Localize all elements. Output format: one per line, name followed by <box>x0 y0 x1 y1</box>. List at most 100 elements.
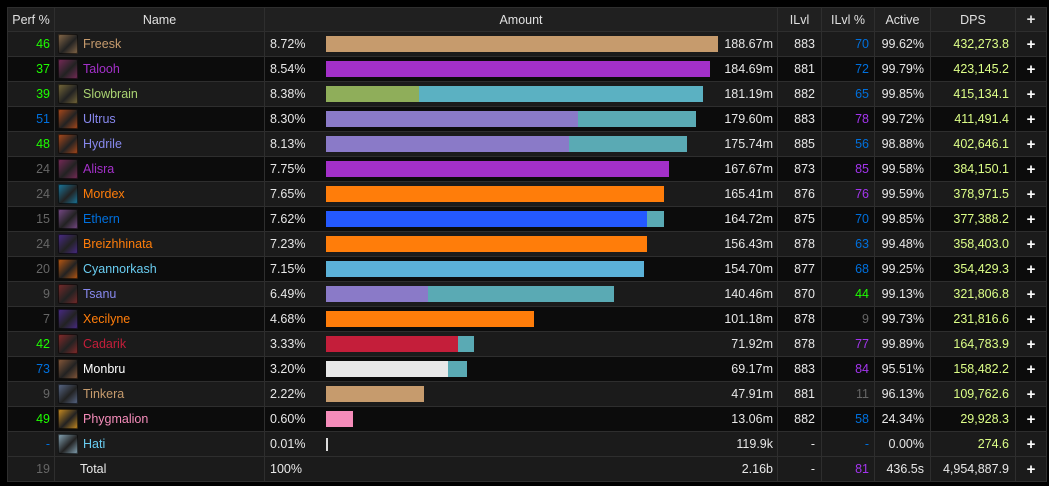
amount-cell: 6.49% 140.46m <box>265 282 778 307</box>
player-name[interactable]: Phygmalion <box>83 412 149 426</box>
bar-segment <box>428 286 614 302</box>
amount-percent: 7.62% <box>270 212 306 226</box>
table-row[interactable]: - Hati 0.01% 119.9k - -0.00% 274.6 + <box>7 432 1047 457</box>
table-row[interactable]: 42 Cadarik 3.33% 71.92m 878 77 99.89% 164,783.9… <box>7 332 1047 357</box>
table-row[interactable]: 51 Ultrus 8.30% 179.60m 883 78 99.72% 411,491.4… <box>7 107 1047 132</box>
expand-row-button[interactable]: + <box>1016 357 1047 382</box>
warlock-icon <box>58 284 78 304</box>
player-name[interactable]: Slowbrain <box>83 87 138 101</box>
amount-cell: 2.22% 47.91m <box>265 382 778 407</box>
table-row[interactable]: 15 Ethern 7.62% 164.72m 875 70 99.85% 377,388.2… <box>7 207 1047 232</box>
name-cell[interactable]: Hydrile <box>55 132 265 157</box>
name-cell[interactable]: Ethern <box>55 207 265 232</box>
col-amount-header[interactable]: Amount <box>265 7 778 32</box>
name-cell[interactable]: Tinkera <box>55 382 265 407</box>
expand-row-button[interactable]: + <box>1016 432 1047 457</box>
perf-cell: 15 <box>7 207 55 232</box>
bar-tick <box>326 438 328 451</box>
name-cell[interactable]: Slowbrain <box>55 82 265 107</box>
player-name[interactable]: Hati <box>83 437 106 451</box>
table-row[interactable]: 48 Hydrile 8.13% 175.74m 885 56 98.88% 402,646.… <box>7 132 1047 157</box>
expand-row-button[interactable]: + <box>1016 157 1047 182</box>
table-row[interactable]: 9 Tinkera 2.22% 47.91m 881 11 96.13% 109,762.6 + <box>7 382 1047 407</box>
player-name[interactable]: Tsanu <box>83 287 117 301</box>
col-perf-header[interactable]: Perf % <box>7 7 55 32</box>
name-cell[interactable]: Breizhhinata <box>55 232 265 257</box>
col-name-header[interactable]: Name <box>55 7 265 32</box>
perf-cell: 48 <box>7 132 55 157</box>
table-row[interactable]: 46 Freesk 8.72% 188.67m 883 70 99.62% 432,273.8… <box>7 32 1047 57</box>
player-name[interactable]: Xecilyne <box>83 312 131 326</box>
name-cell[interactable]: Monbru <box>55 357 265 382</box>
name-cell[interactable]: Hati <box>55 432 265 457</box>
name-cell[interactable]: Phygmalion <box>55 407 265 432</box>
table-row[interactable]: 9 Tsanu 6.49% 140.46m 870 44 99.13% 321,806.8 + <box>7 282 1047 307</box>
player-name[interactable]: Breizhhinata <box>83 237 153 251</box>
name-cell[interactable]: Ultrus <box>55 107 265 132</box>
player-name[interactable]: Mordex <box>83 187 125 201</box>
expand-row-button[interactable]: + <box>1016 282 1047 307</box>
table-row[interactable]: 37 Talooh 8.54% 184.69m 881 72 99.79% 423,145.2… <box>7 57 1047 82</box>
expand-row-button[interactable]: + <box>1016 257 1047 282</box>
name-cell[interactable]: Cadarik <box>55 332 265 357</box>
player-name[interactable]: Cadarik <box>83 337 127 351</box>
expand-row-button[interactable]: + <box>1016 32 1047 57</box>
player-name[interactable]: Tinkera <box>83 387 125 401</box>
name-cell[interactable]: Alisra <box>55 157 265 182</box>
table-row[interactable]: 7 Xecilyne 4.68% 101.18m 878 9 99.73% 231,816.6… <box>7 307 1047 332</box>
player-name[interactable]: Cyannorkash <box>83 262 157 276</box>
col-active-header[interactable]: Active <box>875 7 931 32</box>
amount-bar <box>326 261 718 277</box>
player-name[interactable]: Ultrus <box>83 112 116 126</box>
name-cell[interactable]: Talooh <box>55 57 265 82</box>
amount-value: 119.9k <box>736 437 773 451</box>
expand-row-button[interactable]: + <box>1016 307 1047 332</box>
add-column-button[interactable]: + <box>1016 7 1047 32</box>
ilvl-cell: 876 <box>778 182 822 207</box>
name-cell[interactable]: Cyannorkash <box>55 257 265 282</box>
ilvl-cell: 881 <box>778 57 822 82</box>
expand-row-button[interactable]: + <box>1016 132 1047 157</box>
table-row[interactable]: 24 Alisra 7.75% 167.67m 873 85 99.58% 384,150.1… <box>7 157 1047 182</box>
expand-row-button[interactable]: + <box>1016 57 1047 82</box>
total-dps: 4,954,887.9 <box>931 457 1016 482</box>
expand-row-button[interactable]: + <box>1016 107 1047 132</box>
expand-row-button[interactable]: + <box>1016 207 1047 232</box>
name-cell[interactable]: Freesk <box>55 32 265 57</box>
name-cell[interactable]: Mordex <box>55 182 265 207</box>
expand-row-button[interactable]: + <box>1016 407 1047 432</box>
ilvl-pct-cell: 65 <box>822 82 875 107</box>
perf-cell: 39 <box>7 82 55 107</box>
total-plus-button[interactable]: + <box>1016 457 1047 482</box>
table-row[interactable]: 24 Mordex 7.65% 165.41m 876 76 99.59% 378,971.5… <box>7 182 1047 207</box>
name-cell[interactable]: Tsanu <box>55 282 265 307</box>
amount-value: 179.60m <box>724 112 773 126</box>
expand-row-button[interactable]: + <box>1016 382 1047 407</box>
table-row[interactable]: 39 Slowbrain 8.38% 181.19m 882 65 99.85% 415,13… <box>7 82 1047 107</box>
amount-bar <box>326 186 718 202</box>
bar-segment <box>578 111 696 127</box>
perf-cell: 49 <box>7 407 55 432</box>
expand-row-button[interactable]: + <box>1016 182 1047 207</box>
player-name[interactable]: Monbru <box>83 362 126 376</box>
col-dps-header[interactable]: DPS <box>931 7 1016 32</box>
dps-cell: 377,388.2 <box>931 207 1016 232</box>
player-name[interactable]: Alisra <box>83 162 115 176</box>
col-ilvl-header[interactable]: ILvl <box>778 7 822 32</box>
player-name[interactable]: Talooh <box>83 62 120 76</box>
player-name[interactable]: Freesk <box>83 37 122 51</box>
table-row[interactable]: 20 Cyannorkash 7.15% 154.70m 877 68 99.25% 354,… <box>7 257 1047 282</box>
expand-row-button[interactable]: + <box>1016 82 1047 107</box>
expand-row-button[interactable]: + <box>1016 332 1047 357</box>
player-name[interactable]: Ethern <box>83 212 120 226</box>
total-row: 19 Total 100% 2.16b - 81 436.5s 4,954,88… <box>7 457 1047 482</box>
col-ilvl-pct-header[interactable]: ILvl % <box>822 7 875 32</box>
expand-row-button[interactable]: + <box>1016 232 1047 257</box>
name-cell[interactable]: Xecilyne <box>55 307 265 332</box>
table-row[interactable]: 73 Monbru 3.20% 69.17m 883 84 95.51% 158,482.2 + <box>7 357 1047 382</box>
table-row[interactable]: 49 Phygmalion 0.60% 13.06m 882 58 24.34% 29,928… <box>7 407 1047 432</box>
bar-segment <box>326 286 428 302</box>
table-row[interactable]: 24 Breizhhinata 7.23% 156.43m 878 63 99.48% 358… <box>7 232 1047 257</box>
ilvl-cell: 873 <box>778 157 822 182</box>
player-name[interactable]: Hydrile <box>83 137 122 151</box>
